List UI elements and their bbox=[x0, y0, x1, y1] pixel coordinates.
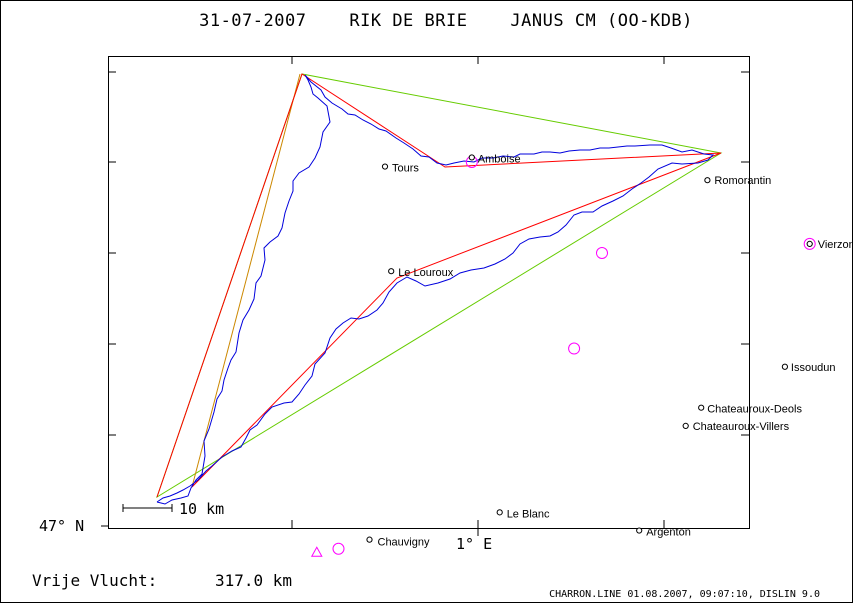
town-label: Issoudun bbox=[791, 362, 836, 374]
town-marker bbox=[636, 527, 643, 534]
town-marker bbox=[704, 177, 711, 184]
town-label: Le Blanc bbox=[507, 508, 550, 520]
town-marker bbox=[388, 268, 395, 275]
town-marker bbox=[682, 422, 689, 429]
gps-track bbox=[156, 74, 715, 505]
turnpoint-marker bbox=[568, 342, 581, 355]
town-label: Chauvigny bbox=[378, 537, 430, 549]
start-leg bbox=[191, 73, 301, 488]
declared-route bbox=[156, 73, 722, 498]
distance-label: Vrije Vlucht: bbox=[32, 571, 157, 590]
town-label: Chateauroux-Villers bbox=[693, 421, 790, 433]
town-marker bbox=[496, 509, 503, 516]
page-title: 31-07-2007 RIK DE BRIE JANUS CM (OO-KDB) bbox=[199, 11, 693, 31]
start-marker bbox=[310, 546, 323, 557]
town-label: Argenton bbox=[646, 527, 691, 539]
y-axis-label: 47° N bbox=[39, 517, 84, 535]
scale-bar: 10 km bbox=[122, 500, 224, 518]
town-label: Vierzon bbox=[818, 239, 853, 251]
town-marker bbox=[381, 163, 389, 170]
distance-value: 317.0 km bbox=[215, 571, 292, 590]
town-marker bbox=[781, 363, 789, 370]
town-label: Chateauroux-Deols bbox=[707, 404, 802, 416]
x-axis-label: 1° E bbox=[456, 535, 492, 553]
town-marker bbox=[698, 404, 705, 411]
turnpoint-marker bbox=[332, 542, 345, 555]
town-label: Amboise bbox=[478, 153, 521, 165]
axis-ticks bbox=[108, 56, 749, 528]
town-label: Le Louroux bbox=[398, 267, 454, 279]
turnpoint-markers bbox=[310, 156, 816, 557]
town-label: Romorantin bbox=[714, 175, 771, 187]
turnpoint-marker bbox=[803, 237, 816, 250]
town-marker bbox=[366, 536, 373, 543]
town-marker bbox=[806, 240, 813, 247]
town-marker bbox=[468, 154, 475, 161]
turnpoint-marker bbox=[596, 247, 608, 259]
credit-line: CHARRON.LINE 01.08.2007, 09:07:10, DISLI… bbox=[549, 589, 820, 600]
town-label: Tours bbox=[392, 163, 419, 175]
scale-label: 10 km bbox=[179, 500, 224, 518]
map-frame bbox=[108, 56, 750, 529]
town-markers: Amboise Romorantin Tours Vierzon Le Louroux I… bbox=[366, 153, 853, 549]
fai-triangle bbox=[156, 73, 723, 499]
